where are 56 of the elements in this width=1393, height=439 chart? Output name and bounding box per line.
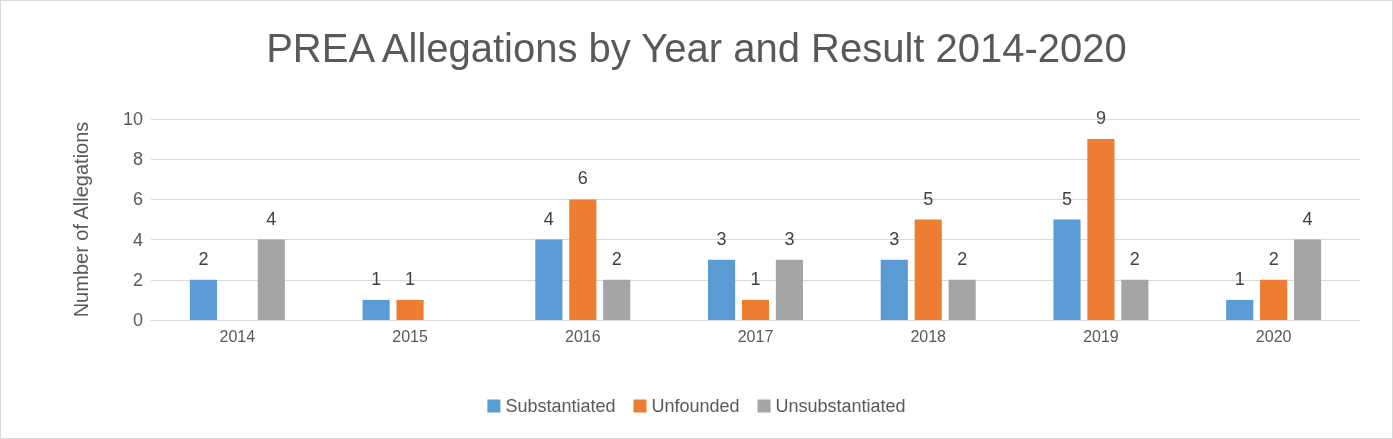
bar — [1087, 139, 1115, 320]
data-label: 1 — [1234, 268, 1245, 289]
x-tick-label: 2017 — [737, 327, 774, 345]
data-label: 2 — [611, 248, 622, 269]
bar — [257, 239, 285, 320]
bar — [741, 299, 770, 320]
bar — [1260, 279, 1288, 320]
legend-label: Unsubstantiated — [775, 396, 906, 416]
bar — [1226, 299, 1254, 320]
y-tick-label: 0 — [132, 310, 143, 330]
y-axis-title: Number of Allegations — [70, 121, 92, 318]
bar — [880, 259, 908, 320]
data-label: 1 — [405, 268, 416, 289]
bar — [535, 239, 563, 320]
x-tick-label: 2020 — [1255, 327, 1292, 345]
legend-label: Substantiated — [505, 396, 616, 416]
x-tick-label: 2019 — [1083, 327, 1119, 345]
data-label: 1 — [371, 268, 382, 289]
data-label: 3 — [716, 228, 727, 249]
data-label: 4 — [543, 208, 554, 229]
y-tick-label: 6 — [132, 189, 143, 210]
data-label: 2 — [1129, 248, 1140, 269]
data-label: 9 — [1095, 108, 1106, 129]
bar — [569, 199, 597, 320]
bar — [1294, 239, 1322, 320]
chart-title: PREA Allegations by Year and Result 2014-2020 — [266, 26, 1127, 70]
data-label: 1 — [750, 268, 761, 289]
data-label: 2 — [957, 248, 968, 269]
bar — [1053, 219, 1081, 320]
y-tick-label: 10 — [122, 109, 143, 129]
data-label: 3 — [889, 228, 900, 249]
bar — [914, 219, 942, 320]
bar — [708, 259, 736, 320]
y-tick-label: 8 — [132, 149, 143, 170]
x-tick-label: 2015 — [392, 327, 428, 345]
x-tick-label: 2018 — [910, 327, 947, 345]
data-label: 4 — [266, 208, 277, 229]
legend-label: Unfounded — [651, 396, 740, 416]
data-label: 2 — [198, 248, 209, 269]
x-tick-label: 2016 — [564, 327, 601, 345]
bar — [362, 299, 390, 320]
x-tick-label: 2014 — [219, 327, 256, 345]
data-label: 4 — [1302, 208, 1313, 229]
data-label: 6 — [577, 168, 588, 189]
data-label: 2 — [1268, 248, 1279, 269]
bar — [1121, 279, 1149, 320]
data-label: 5 — [1061, 188, 1073, 209]
bar — [189, 279, 217, 320]
y-tick-label: 4 — [132, 229, 143, 250]
data-label: 3 — [784, 228, 795, 249]
bar — [603, 279, 631, 320]
bar — [948, 279, 976, 320]
y-tick-label: 2 — [132, 269, 143, 290]
bar — [775, 259, 803, 320]
data-label: 5 — [923, 188, 934, 209]
bar — [396, 299, 424, 320]
